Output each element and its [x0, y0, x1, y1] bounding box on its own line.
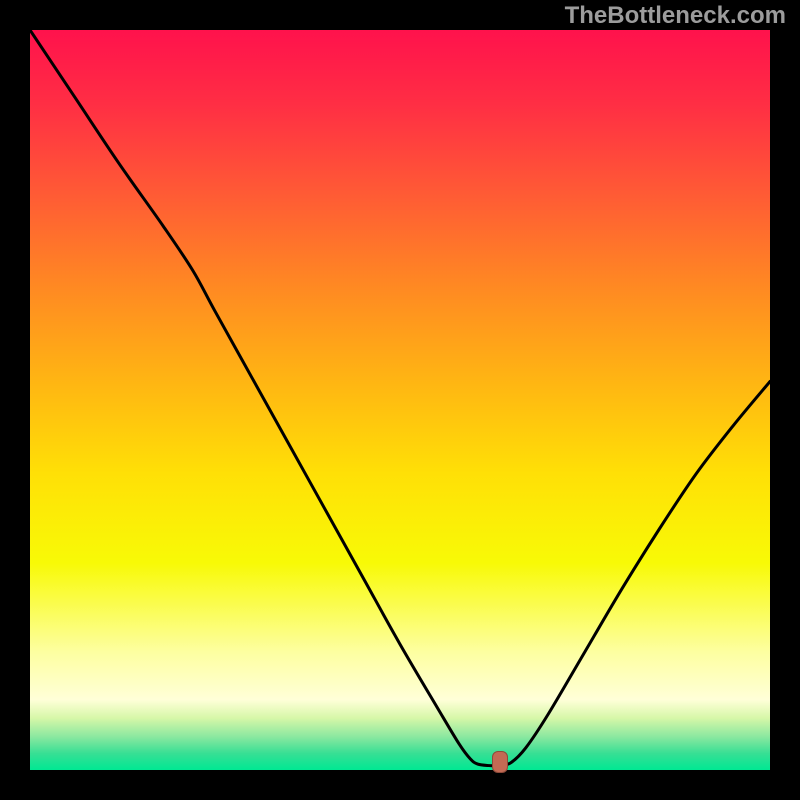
watermark-text: TheBottleneck.com [565, 2, 786, 30]
bottleneck-curve [30, 30, 770, 770]
plot-area [30, 30, 770, 770]
optimum-marker [492, 751, 508, 773]
